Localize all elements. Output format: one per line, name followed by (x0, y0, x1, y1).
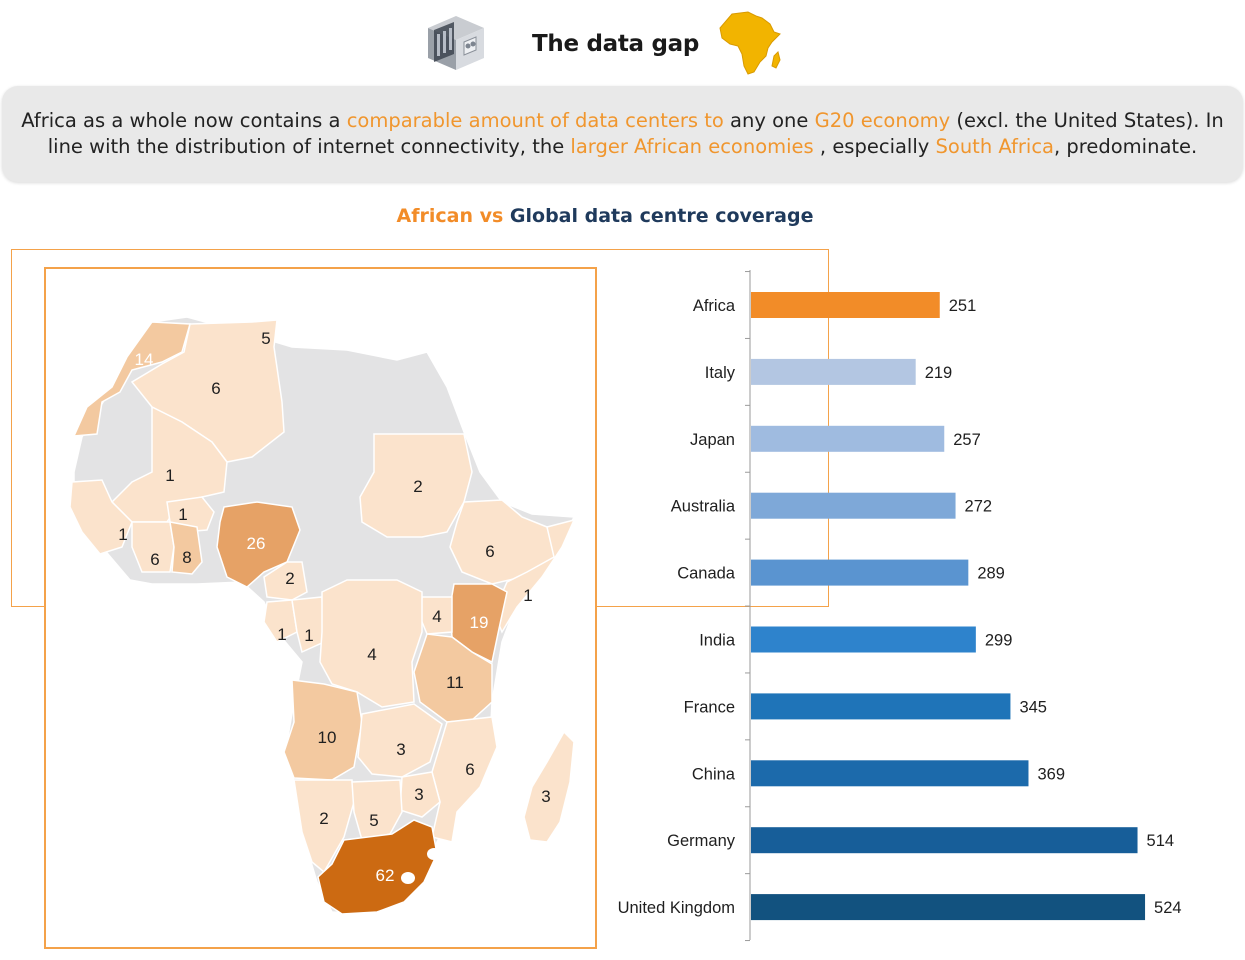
map-value-label: 6 (211, 379, 220, 398)
map-value-label: 11 (446, 673, 464, 692)
chart-title-highlight: African vs (396, 205, 504, 227)
map-value-label: 3 (541, 787, 550, 806)
value-label: 369 (1037, 765, 1065, 783)
map-value-label: 19 (470, 613, 489, 632)
category-label: Germany (667, 832, 736, 850)
value-label: 289 (977, 565, 1005, 583)
map-value-label: 6 (485, 542, 494, 561)
summary-text: Africa as a whole now contains a (21, 109, 347, 132)
summary-highlight: comparable amount of data centers to (346, 109, 724, 132)
map-value-label: 5 (369, 811, 378, 830)
map-value-label: 14 (135, 350, 154, 369)
value-label: 524 (1154, 899, 1182, 917)
bar-chart: Africa 251 Italy 219 Japan 257 Australia 272 Can… (618, 270, 1182, 942)
category-label: Africa (693, 297, 736, 315)
map-value-label: 1 (178, 505, 187, 524)
map-value-label: 62 (376, 866, 395, 885)
value-label: 345 (1019, 698, 1047, 716)
map-region-senegal (69, 479, 133, 555)
value-label: 257 (953, 431, 981, 449)
bar-australia (751, 492, 956, 519)
map-region-somalia (493, 518, 576, 634)
map-value-label: 1 (118, 525, 127, 544)
map-region-ghana (169, 521, 203, 575)
summary-text: any one (723, 109, 815, 132)
value-label: 514 (1147, 832, 1175, 850)
map-value-label: 2 (413, 477, 422, 496)
map-value-label: 3 (396, 740, 405, 759)
map-value-label: 1 (165, 466, 174, 485)
map-region-congo (291, 596, 325, 654)
page-title: The data gap (532, 31, 700, 57)
map-region-nigeria (216, 501, 301, 588)
map-value-label: 6 (465, 760, 474, 779)
map-region-angola (283, 679, 363, 781)
map-value-label: 3 (414, 785, 423, 804)
map-value-label: 8 (182, 548, 191, 567)
africa-continent-icon (719, 11, 781, 75)
map-region-sudan (359, 433, 473, 538)
map-value-label: 2 (319, 809, 328, 828)
map-value-label: 1 (304, 626, 313, 645)
map-value-label: 4 (432, 607, 441, 626)
summary-text: , especially (813, 135, 936, 158)
map-region-zambia (357, 703, 443, 778)
category-label: Japan (690, 431, 735, 449)
bar-japan (751, 425, 945, 452)
summary-text: (excl. the United States). In line with … (47, 109, 1224, 158)
bar-india (751, 626, 976, 653)
value-label: 251 (949, 297, 977, 315)
bar-united-kingdom (751, 894, 1146, 921)
map-value-label: 26 (247, 534, 266, 553)
value-label: 219 (925, 364, 953, 382)
map-value-label: 10 (318, 728, 337, 747)
map-region-madagascar (523, 730, 575, 843)
map-region-gabon (263, 599, 298, 643)
map-value-label: 6 (150, 550, 159, 569)
bar-germany (751, 827, 1138, 854)
value-label: 299 (985, 632, 1013, 650)
map-value-label: 1 (523, 586, 532, 605)
africa-map-panel: 14 5 6 1 1 1 6 8 26 2 2 6 1 4 19 1 1 4 11 10 3 6 3 2 5 3 62 (44, 267, 597, 949)
summary-highlight: South Africa (935, 135, 1055, 158)
bar-africa (751, 292, 940, 318)
bar-canada (751, 559, 969, 586)
map-value-label: 5 (261, 329, 270, 348)
map-value-label: 1 (277, 625, 286, 644)
map-value-label: 4 (367, 645, 376, 664)
data-center-icon (428, 16, 484, 70)
summary-highlight: larger African economies (570, 135, 814, 158)
category-label: Australia (671, 498, 736, 516)
summary-box: Africa as a whole now contains a compara… (2, 86, 1243, 182)
category-label: France (684, 698, 735, 716)
map-region-south-africa (317, 819, 438, 915)
summary-highlight: G20 economy (814, 109, 951, 132)
category-label: United Kingdom (618, 899, 735, 917)
chart-title-text: Global data centre coverage (503, 205, 814, 227)
map-region-tanzania (413, 633, 493, 723)
category-label: India (699, 632, 736, 650)
map-region-drc (319, 579, 423, 708)
category-label: China (692, 765, 736, 783)
map-region-morocco (72, 321, 191, 437)
category-label: Canada (677, 565, 736, 583)
category-label: Italy (705, 364, 736, 382)
summary-text: , predominate. (1054, 135, 1198, 158)
bar-china (751, 760, 1029, 787)
header: The data gap (0, 0, 1245, 90)
chart-title: African vs Global data centre coverage (0, 205, 1210, 227)
bar-france (751, 693, 1011, 720)
bar-italy (751, 358, 916, 385)
value-label: 272 (965, 498, 993, 516)
map-value-label: 2 (285, 569, 294, 588)
